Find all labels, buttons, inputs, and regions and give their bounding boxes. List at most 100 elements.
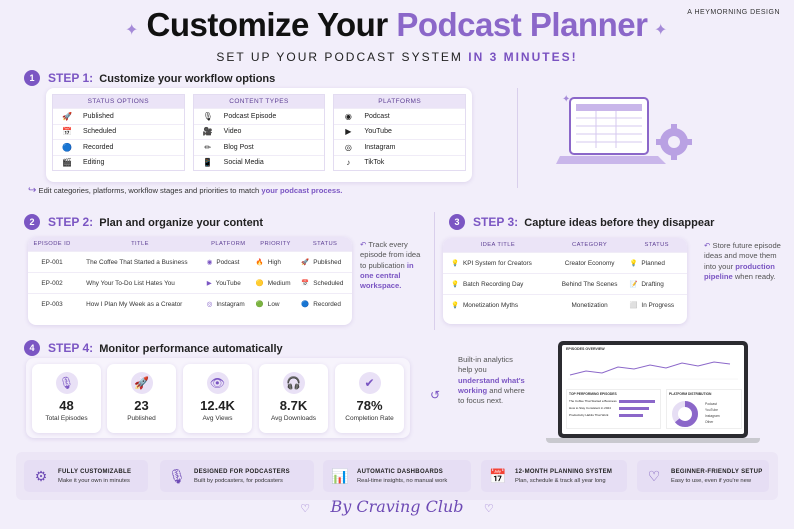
option-item[interactable]: ◎ Instagram [334, 139, 466, 155]
feature-card: 🎙 DESIGNED FOR PODCASTERS Built by podcast… [160, 460, 314, 492]
progress-bar [619, 399, 655, 403]
bar-chart-icon: 📊 [331, 467, 349, 484]
column-header: STATUS [298, 237, 352, 252]
feature-card: 📅 12-MONTH PLANNING SYSTEM Plan, schedule … [481, 460, 627, 492]
kpi-value: 8.7K [279, 398, 308, 413]
priority-label: Medium [267, 280, 291, 287]
options-columns: STATUS OPTIONS 🚀 Published 📅 Scheduled 🔵 Recor… [52, 94, 467, 171]
kpi-label: Avg Downloads [270, 415, 317, 422]
table-row[interactable]: EP-003 How I Plan My Week as a Creator ◎ In… [28, 293, 352, 315]
feature-card: 📊 AUTOMATIC DASHBOARDS Real-time insights,… [323, 460, 471, 492]
option-item[interactable]: ◉ Podcast [334, 108, 466, 124]
list-item: How to Stay Consistent in 2024 [569, 406, 658, 410]
kpi-value: 23 [134, 398, 149, 413]
option-item[interactable]: ✏ Blog Post [193, 139, 325, 155]
option-item[interactable]: 🚀 Published [53, 108, 184, 124]
episodes-table: EPISODE ID TITLE PLATFORM PRIORITY STATUS EP… [28, 237, 352, 315]
laptop-base [546, 438, 760, 443]
dashboard-screen: EPISODES OVERVIEW TOP PERFORMING EPISODE… [562, 345, 744, 434]
option-label: Published [83, 112, 114, 120]
microphone-icon: 🎙 [202, 111, 213, 121]
option-label: Podcast [364, 112, 390, 120]
option-label: Blog Post [223, 143, 254, 151]
curved-arrow-icon: ↺ [430, 388, 441, 402]
status-label: Scheduled [313, 280, 344, 287]
option-item[interactable]: 🔵 Recorded [53, 139, 184, 155]
feature-title: DESIGNED FOR PODCASTERS [194, 468, 290, 475]
instagram-icon: ◎ [344, 142, 352, 152]
option-item[interactable]: ▶ YouTube [334, 123, 466, 140]
status-cell: 🚀 Published [298, 251, 352, 273]
priority-icon: 🟡 [255, 280, 264, 287]
column-header: TITLE [76, 237, 204, 252]
status-cell: 💡 Planned [626, 252, 687, 274]
progress-bar [619, 413, 643, 417]
table-row[interactable]: 💡 KPI System for Creators Creator Economy 💡… [443, 252, 687, 274]
platform-label: Podcast [216, 259, 240, 266]
status-cell: 📅 Scheduled [298, 272, 352, 294]
pencil-icon: ✏ [204, 142, 212, 152]
feature-subtitle: Real-time insights, no manual work [357, 477, 448, 484]
tiktok-icon: ♪ [346, 158, 351, 168]
step-number-badge: 4 [24, 340, 40, 356]
option-item[interactable]: 🎥 Video [193, 123, 325, 140]
feature-subtitle: Make it your own in minutes [58, 477, 130, 484]
option-label: Instagram [364, 143, 396, 151]
status-label: Drafting [641, 281, 664, 288]
priority-icon: 🟢 [255, 301, 264, 309]
laptop-settings-illustration: ✦ [556, 94, 692, 164]
column-header: CATEGORY [552, 238, 627, 253]
signature: ♡ By Craving Club ♡ [300, 497, 494, 516]
rocket-icon: 🚀 [62, 111, 72, 121]
option-item[interactable]: 🎬 Editing [53, 154, 184, 171]
lightbulb-icon: 💡 [451, 260, 459, 267]
column-header: PRIORITY [252, 237, 299, 252]
step-number-badge: 1 [24, 70, 40, 86]
table-row[interactable]: EP-002 Why Your To-Do List Hates You ▶ YouT… [28, 272, 352, 294]
option-item[interactable]: ♪ TikTok [334, 154, 466, 171]
legend-item: Podcast [705, 402, 717, 406]
platform-cell: ▶ YouTube [203, 272, 253, 294]
table-row[interactable]: EP-001 The Coffee That Started a Business… [28, 251, 352, 273]
priority-icon: 🔥 [255, 259, 264, 266]
priority-cell: 🟡 Medium [252, 272, 299, 294]
status-icon: 💡 [629, 260, 638, 267]
status-label: Recorded [313, 301, 341, 309]
kpi-label: Avg Views [202, 415, 233, 422]
page-subtitle: SET UP YOUR PODCAST SYSTEM IN 3 MINUTES! [216, 50, 578, 64]
feature-subtitle: Plan, schedule & track all year long [515, 477, 606, 484]
kpi-card: 🎙 48 Total Episodes [32, 364, 101, 433]
status-cell: 📝 Drafting [626, 273, 687, 295]
idea-cell: 💡 KPI System for Creators [443, 252, 553, 274]
feature-subtitle: Built by podcasters, for podcasters [194, 477, 283, 484]
idea-title: Batch Recording Day [462, 281, 524, 288]
kpi-value: 12.4K [200, 398, 235, 413]
idea-cell: 💡 Batch Recording Day [443, 273, 553, 295]
eye-icon: 👁 [206, 372, 229, 394]
ideas-table: IDEA TITLE CATEGORY STATUS 💡 KPI System for… [443, 238, 687, 316]
idea-title: KPI System for Creators [462, 260, 532, 267]
status-icon: 🔵 [301, 301, 310, 309]
clapper-icon: 🎬 [62, 158, 72, 168]
status-cell: 🔵 Recorded [298, 293, 352, 315]
priority-label: High [267, 259, 281, 266]
table-row[interactable]: 💡 Monetization Myths Monetization ⬜ In Progr… [443, 294, 687, 316]
option-item[interactable]: 🎙 Podcast Episode [193, 108, 325, 124]
rocket-icon: 🚀 [130, 372, 153, 394]
top-episode-title: How to Stay Consistent in 2024 [569, 406, 611, 410]
step2-heading: 2 STEP 2: Plan and organize your content [24, 214, 263, 230]
list-item: The Coffee That Started a Business [569, 399, 658, 403]
step3-heading: 3 STEP 3: Capture ideas before they disa… [449, 214, 714, 230]
top-episode-title: Productivity Habits That Work [569, 413, 609, 417]
episode-id: EP-003 [28, 293, 77, 315]
legend-item: Instagram [705, 414, 720, 418]
idea-category: Monetization [552, 294, 627, 316]
curved-arrow-icon: ↪ [28, 185, 37, 196]
kpi-card: 👁 12.4K Avg Views [183, 364, 252, 433]
options-column: CONTENT TYPES 🎙 Podcast Episode 🎥 Video ✏ Blog… [192, 94, 326, 171]
option-item[interactable]: 📅 Scheduled [53, 123, 184, 140]
table-row[interactable]: 💡 Batch Recording Day Behind The Scenes 📝 Dr… [443, 273, 687, 295]
option-label: Video [223, 128, 242, 136]
option-item[interactable]: 📱 Social Media [193, 154, 325, 171]
status-label: Planned [641, 260, 665, 267]
